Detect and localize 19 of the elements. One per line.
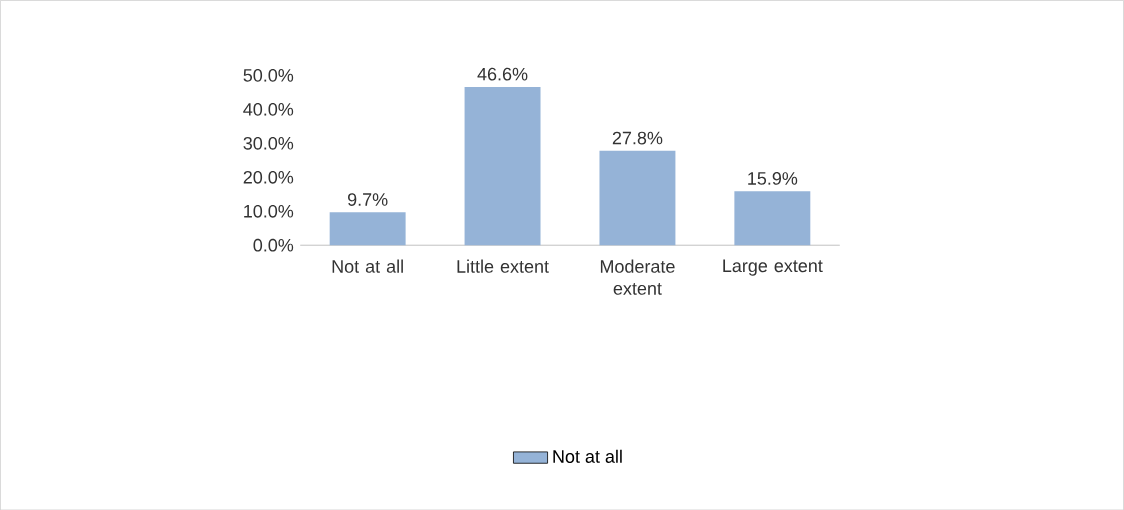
y-tick-label: 30.0%: [243, 136, 294, 150]
x-tick-label: Not at all: [332, 259, 403, 273]
y-tick-label: 40.0%: [243, 102, 294, 116]
bar: [464, 86, 541, 246]
bar: [329, 212, 406, 246]
y-tick-label: 10.0%: [244, 204, 294, 218]
y-tick-label: 20.0%: [243, 170, 294, 184]
bar: [734, 190, 811, 246]
data-label: 46.6%: [477, 67, 528, 81]
y-tick-label: 0.0%: [253, 238, 294, 252]
x-tick-label: Moderate extent: [600, 259, 675, 295]
x-tick-label: Little extent: [457, 259, 549, 273]
legend-label: Not at all: [553, 449, 622, 463]
data-label: 15.9%: [748, 171, 798, 185]
bar: [599, 150, 676, 246]
data-label: 27.8%: [612, 131, 663, 145]
y-tick-label: 50.0%: [243, 68, 294, 82]
data-label: 9.7%: [347, 192, 388, 206]
x-tick-label: Large extent: [723, 259, 823, 276]
